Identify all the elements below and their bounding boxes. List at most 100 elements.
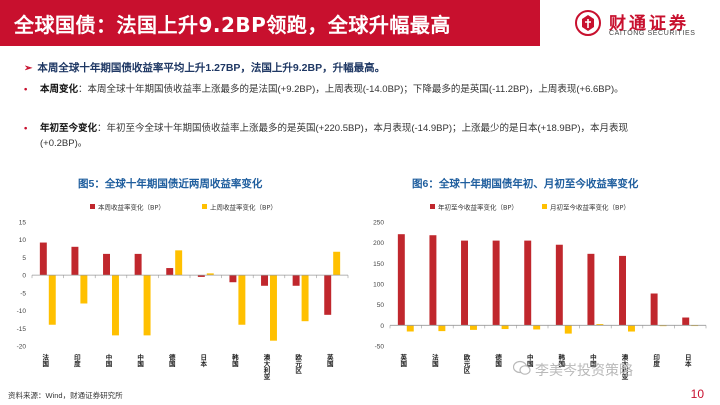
bar [134,253,142,276]
chart-weekly: 本周收益率变化（BP） 上周收益率变化（BP） 15 10 5 0 -5 -10 -15 -20 法… [2,194,354,384]
category-label: 中国 [525,353,533,369]
category-label: 日本 [683,354,691,369]
category-label: 英国 [325,353,334,369]
bar [261,275,268,286]
figure-5-title: 图5：全球十年期国债近两周收益率变化 [78,178,263,190]
y-tick-label: 50 [377,302,385,309]
bar [406,325,414,332]
bullet-label: 本周变化 [40,84,79,95]
legend-swatch [90,204,95,209]
category-label: 韩国 [230,353,238,369]
category-label: 德国 [494,353,502,369]
bar [438,325,446,332]
bar [461,240,468,326]
y-tick-label: 5 [22,255,26,262]
bar [206,273,214,276]
category-label: 印度 [72,353,80,369]
bar [324,275,332,315]
bar [292,275,300,286]
bar [80,275,88,304]
bar [175,250,183,276]
y-tick-label: -5 [20,290,26,297]
bullet-text: ：年初至今全球十年期国债收益率上涨最多的是英国(+220.5BP)，本月表现(-… [40,123,629,149]
y-tick-label: 15 [19,220,27,227]
bar [229,275,237,283]
bar [682,317,690,326]
caitong-logo: 财通证券 CAITONG SECURITIES [575,8,705,40]
bar [301,275,309,322]
chart-weekly-svg: 本周收益率变化（BP） 上周收益率变化（BP） 15 10 5 0 -5 -10 -15 -20 法… [17,203,349,381]
category-label: 韩国 [557,353,565,369]
bar [524,240,532,326]
bar [555,244,563,326]
category-label: 澳大利亚 [262,353,270,381]
y-tick-label: -10 [17,308,27,315]
category-label: 印度 [652,353,660,369]
bullet-ytd-change: • 年初至今变化：年初至今全球十年期国债收益率上涨最多的是英国(+220.5BP… [24,121,664,151]
bar [71,246,79,276]
category-label: 欧元区 [294,353,302,375]
bullet-dot-icon: • [24,123,28,134]
bar [238,275,246,325]
summary-text: 本周全球十年期国债收益率平均上升1.27BP，法国上升9.2BP，升幅最高。 [37,62,386,74]
legend-label: 年初至今收益率变化（BP） [438,203,518,212]
category-label: 中国 [136,353,144,369]
figure-6-title: 图6：全球十年期国债年初、月初至今收益率变化 [412,178,639,190]
caitong-logo-icon [575,10,601,36]
bullet-text: ：本周全球十年期国债收益率上涨最多的是法国(+9.2BP)，上周表现(-14.0… [78,84,624,95]
category-label: 中国 [588,353,596,369]
legend-label: 本周收益率变化（BP） [98,203,165,212]
y-tick-label: 250 [373,220,384,227]
watermark-text: 李美岑投资策略 [535,362,633,378]
bar [166,268,174,276]
page-title: 全球国债：法国上升9.2BP领跑，全球升幅最高 [14,13,451,37]
bar [492,240,500,326]
bar [397,234,405,326]
bullet-weekly-change: • 本周变化：本周全球十年期国债收益率上涨最多的是法国(+9.2BP)，上周表现… [24,82,664,97]
y-tick-label: 0 [22,273,26,280]
bar [650,293,658,326]
legend-label: 上周收益率变化（BP） [210,203,277,212]
category-label: 法国 [41,353,49,369]
y-tick-label: -15 [17,326,27,333]
title-bar: 全球国债：法国上升9.2BP领跑，全球升幅最高 [0,0,540,46]
y-tick-label: 150 [373,261,384,268]
summary-line: ➢ 本周全球十年期国债收益率平均上升1.27BP，法国上升9.2BP，升幅最高。 [24,60,385,75]
category-label: 澳大利亚 [620,353,628,381]
bar [659,325,667,327]
bar [112,275,119,336]
category-label: 德国 [167,353,175,369]
source-note: 资料来源：Wind，财通证券研究所 [8,391,123,400]
bar [270,275,277,341]
bullet-label: 年初至今变化 [40,123,98,134]
category-label: 中国 [104,353,112,369]
bar [197,275,205,277]
legend-swatch [430,204,435,209]
y-tick-label: 100 [373,282,384,289]
bar [470,325,477,330]
y-tick-label: 10 [19,237,27,244]
bar [533,325,541,330]
y-tick-label: -50 [375,344,385,351]
y-tick-label: 200 [373,240,384,247]
bar [39,242,47,276]
category-label: 欧元区 [462,353,470,375]
bar [429,235,437,326]
y-tick-label: -20 [17,344,27,351]
bar [587,253,595,326]
bar [596,324,604,326]
legend-swatch [542,204,547,209]
bar [619,255,626,326]
bar [333,251,341,276]
page-number: 10 [690,387,704,401]
bar [564,325,572,334]
right-arrow-icon: ➢ [24,63,33,74]
category-label: 日本 [199,354,207,369]
bar [103,253,110,276]
legend-label: 月初至今收益率变化（BP） [550,203,630,212]
wechat-icon [513,360,531,375]
chart-ytd: 年初至今收益率变化（BP） 月初至今收益率变化（BP） 250 200 150 100 50… [360,194,712,384]
chart-ytd-svg: 年初至今收益率变化（BP） 月初至今收益率变化（BP） 250 200 150 100 50… [373,203,707,381]
bar [143,275,151,336]
bar [48,275,56,325]
